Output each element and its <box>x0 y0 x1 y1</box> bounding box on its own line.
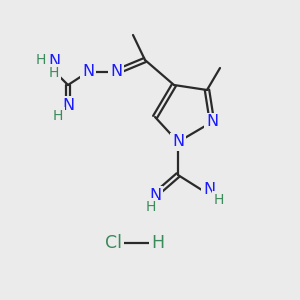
Text: N: N <box>203 182 215 197</box>
Text: N: N <box>149 188 161 202</box>
Text: H: H <box>36 53 46 67</box>
Text: N: N <box>110 64 122 80</box>
Text: H: H <box>214 193 224 207</box>
Text: H: H <box>146 200 156 214</box>
Text: H: H <box>49 66 59 80</box>
Text: Cl: Cl <box>104 234 122 252</box>
Text: N: N <box>62 98 74 112</box>
Text: N: N <box>172 134 184 149</box>
Text: N: N <box>48 55 60 70</box>
Text: N: N <box>82 64 94 80</box>
Text: H: H <box>152 234 165 252</box>
Text: N: N <box>206 115 218 130</box>
Text: H: H <box>53 109 63 123</box>
